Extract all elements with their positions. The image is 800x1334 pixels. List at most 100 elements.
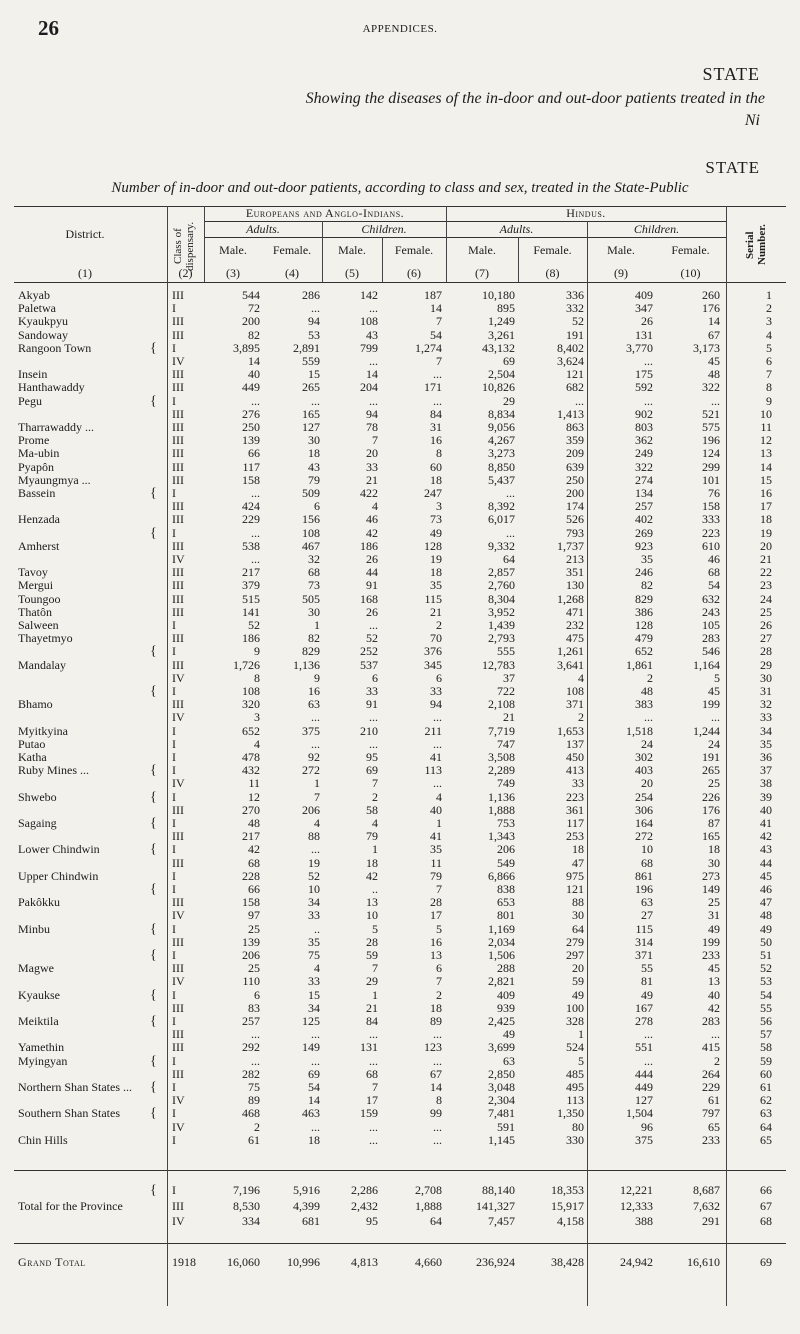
- value-c7: 141,327: [476, 1198, 515, 1213]
- value-c5: 131: [360, 1040, 378, 1055]
- value-c10: 233: [702, 948, 720, 962]
- value-c8: 485: [566, 1066, 584, 1081]
- value-c6: 14: [430, 301, 442, 316]
- value-c4: 69: [308, 1066, 320, 1081]
- value-c10: 13: [708, 974, 720, 989]
- value-c7: 37: [503, 670, 515, 685]
- value-c10: 5: [714, 670, 720, 685]
- value-c7: 3,261: [488, 327, 515, 342]
- value-c10: 322: [702, 380, 720, 395]
- value-c5: 1: [372, 842, 378, 857]
- dispensary-class: IV: [172, 908, 185, 923]
- value-c10: 48: [708, 367, 720, 382]
- value-c5: 20: [366, 446, 378, 461]
- col-num-4: (4): [285, 266, 299, 280]
- value-c7: 838: [497, 882, 515, 896]
- value-c8: 20: [572, 961, 584, 976]
- dispensary-class: I: [172, 842, 176, 857]
- value-c9: 175: [635, 367, 653, 382]
- value-c10: 65: [708, 1119, 720, 1134]
- value-c4: 165: [302, 406, 320, 421]
- value-c6: 4,660: [415, 1255, 442, 1269]
- value-c6: 33: [430, 684, 442, 698]
- value-c8: 33: [572, 776, 584, 791]
- value-c8: 5: [578, 1053, 584, 1068]
- district-name: Magwe: [18, 961, 54, 976]
- value-c10: ...: [711, 1027, 720, 1042]
- value-c5: 159: [360, 1106, 378, 1121]
- value-c10: 291: [702, 1214, 720, 1228]
- value-c8: 359: [566, 433, 584, 448]
- value-c10: 46: [708, 552, 720, 566]
- table-row: Rangoon Town {I 3,895 2,891 799 1,274 43,132 8,…: [0, 338, 800, 359]
- table-row: III 139 35 28 16 2,034 279 314 199 50: [0, 932, 800, 953]
- value-c3: 4: [254, 736, 260, 751]
- value-c4: 206: [302, 802, 320, 817]
- value-c10: 24: [708, 736, 720, 751]
- value-c6: 73: [430, 512, 442, 527]
- value-c7: 12,783: [482, 657, 515, 672]
- district-name: Total for the Province: [18, 1198, 123, 1213]
- dispensary-class: I: [172, 987, 176, 1002]
- table-row: Tavoy III 217 68 44 18 2,857 351 246 68 22: [0, 562, 800, 583]
- value-c3: 515: [242, 591, 260, 606]
- value-c3: 424: [242, 499, 260, 514]
- value-c7: 549: [497, 855, 515, 870]
- district-name: Tavoy: [18, 565, 48, 580]
- value-c9: 24: [641, 736, 653, 751]
- value-c8: 253: [566, 829, 584, 844]
- value-c9: 55: [641, 961, 653, 976]
- state-heading-bottom: STATE: [705, 158, 760, 177]
- male-header-9: Male.: [607, 243, 635, 257]
- value-c8: 526: [566, 512, 584, 527]
- page-number: 26: [38, 16, 59, 40]
- value-c10: 260: [702, 288, 720, 302]
- value-c8: 975: [566, 868, 584, 883]
- district-name: Prome: [18, 433, 50, 448]
- value-c6: 6: [436, 961, 442, 976]
- value-c6: 21: [430, 604, 442, 619]
- dispensary-class: III: [172, 512, 184, 527]
- value-c5: 46: [366, 512, 378, 527]
- value-c10: 229: [702, 1080, 720, 1094]
- table-row: Thayetmyo III 186 82 52 70 2,793 475 479 283 27: [0, 628, 800, 649]
- value-c9: 322: [635, 459, 653, 474]
- table-row: III 424 6 4 3 8,392 174 257 158 17: [0, 496, 800, 517]
- value-c4: 265: [302, 380, 320, 395]
- dispensary-class: I: [172, 486, 176, 500]
- value-c9: 347: [635, 301, 653, 316]
- value-c3: 3: [254, 710, 260, 725]
- value-c7: 206: [497, 842, 515, 857]
- value-c4: 54: [308, 1080, 320, 1094]
- value-c7: 69: [503, 354, 515, 368]
- value-c4: ...: [311, 393, 320, 408]
- value-c9: ...: [644, 393, 653, 408]
- value-c3: 217: [242, 829, 260, 844]
- value-c6: 128: [424, 538, 442, 553]
- dispensary-class: III: [172, 1040, 184, 1055]
- value-c7: 64: [503, 552, 515, 566]
- table-row: Mergui III 379 73 91 35 2,760 130 82 54 23: [0, 575, 800, 596]
- value-c5: 95: [366, 1214, 378, 1228]
- value-c3: 66: [248, 446, 260, 461]
- male-header-7: Male.: [468, 243, 496, 257]
- serial-number: 58: [760, 1040, 772, 1055]
- value-c8: 863: [566, 420, 584, 434]
- serial-number: 16: [760, 486, 772, 500]
- value-c7: 9,332: [488, 538, 515, 553]
- value-c9: 82: [641, 578, 653, 593]
- value-c6: 16: [430, 433, 442, 448]
- dispensary-class: III: [172, 591, 184, 606]
- value-c7: 1,506: [488, 948, 515, 962]
- table-row: IV 8 9 6 6 37 4 2 5 30: [0, 668, 800, 689]
- value-c9: 27: [641, 908, 653, 923]
- value-c9: 128: [635, 618, 653, 632]
- serial-number: 8: [766, 380, 772, 395]
- value-c9: 49: [641, 987, 653, 1002]
- serial-number: 57: [760, 1027, 772, 1042]
- serial-number: 6: [766, 354, 772, 368]
- district-name: Akyab: [18, 288, 50, 302]
- value-c7: 2,304: [488, 1093, 515, 1108]
- value-c4: 82: [308, 631, 320, 646]
- serial-number: 64: [760, 1119, 772, 1134]
